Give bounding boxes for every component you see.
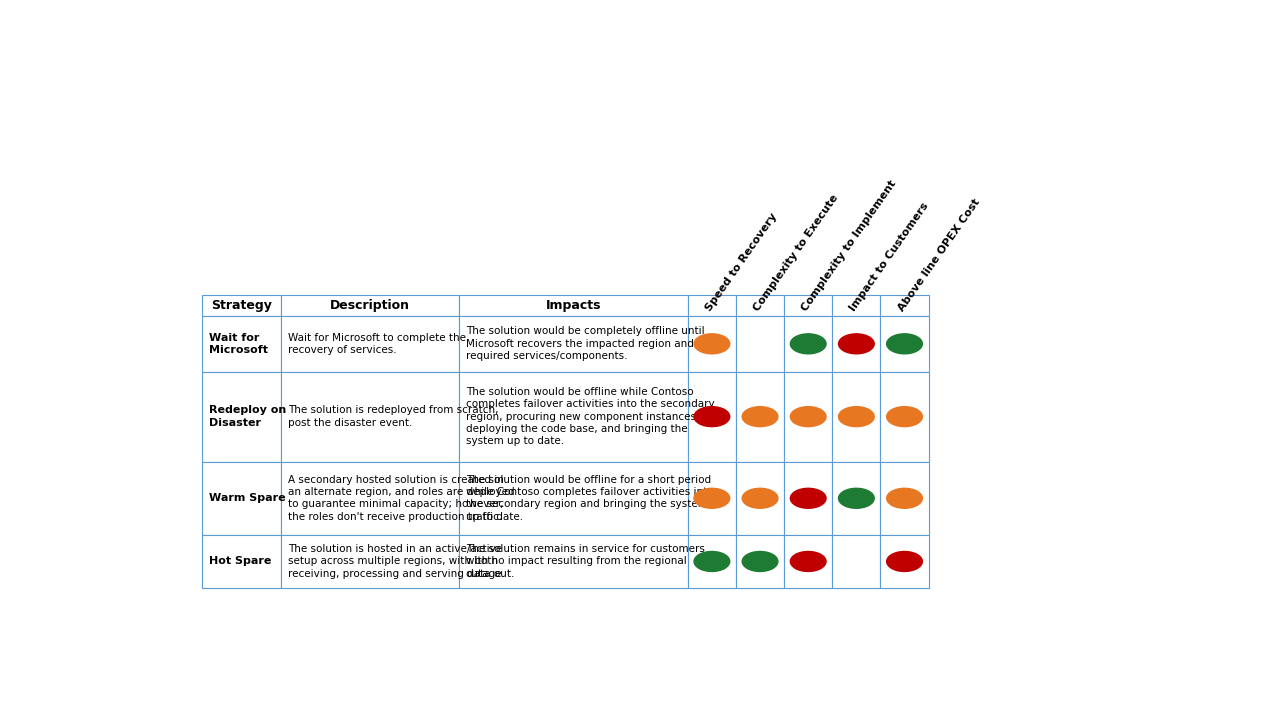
Text: The solution is hosted in an active/active
setup across multiple regions, with b: The solution is hosted in an active/acti… (288, 544, 515, 579)
Text: Speed to Recovery: Speed to Recovery (704, 212, 780, 313)
Bar (736, 294, 785, 316)
Bar (458, 372, 687, 462)
Circle shape (838, 334, 874, 354)
Bar (202, 462, 280, 535)
Circle shape (790, 407, 826, 427)
Circle shape (838, 488, 874, 508)
Bar (687, 535, 736, 588)
Bar (736, 462, 785, 535)
Bar (881, 462, 928, 535)
Circle shape (838, 407, 874, 427)
Bar (785, 372, 832, 462)
Text: Impacts: Impacts (545, 299, 602, 312)
Text: The solution would be offline for a short period
while Contoso completes failove: The solution would be offline for a shor… (466, 474, 713, 522)
Bar (687, 462, 736, 535)
Text: The solution remains in service for customers
with no impact resulting from the : The solution remains in service for cust… (466, 544, 704, 579)
Bar (687, 316, 736, 372)
Text: The solution is redeployed from scratch,
post the disaster event.: The solution is redeployed from scratch,… (288, 405, 498, 428)
Circle shape (742, 334, 778, 354)
Circle shape (694, 407, 730, 427)
Text: The solution would be completely offline until
Microsoft recovers the impacted r: The solution would be completely offline… (466, 326, 709, 361)
Text: Impact to Customers: Impact to Customers (849, 201, 931, 313)
Circle shape (887, 407, 923, 427)
Bar (736, 316, 785, 372)
Bar (785, 294, 832, 316)
Bar (202, 294, 280, 316)
Bar (881, 316, 928, 372)
Text: A secondary hosted solution is created in
an alternate region, and roles are dep: A secondary hosted solution is created i… (288, 474, 515, 522)
Bar (687, 294, 736, 316)
Text: The solution would be offline while Contoso
completes failover activities into t: The solution would be offline while Cont… (466, 387, 714, 446)
Circle shape (694, 488, 730, 508)
Bar (202, 535, 280, 588)
Circle shape (838, 552, 874, 572)
Bar (458, 316, 687, 372)
Bar (280, 294, 458, 316)
Bar (280, 535, 458, 588)
Bar (832, 462, 881, 535)
Text: Hot Spare: Hot Spare (209, 557, 271, 567)
Text: Redeploy on
Disaster: Redeploy on Disaster (209, 405, 285, 428)
Text: Above line OPEX Cost: Above line OPEX Cost (896, 197, 982, 313)
Bar (881, 535, 928, 588)
Bar (881, 372, 928, 462)
Circle shape (790, 334, 826, 354)
Bar (687, 372, 736, 462)
Bar (832, 316, 881, 372)
Bar (736, 535, 785, 588)
Circle shape (742, 552, 778, 572)
Circle shape (790, 552, 826, 572)
Text: Complexity to Execute: Complexity to Execute (751, 193, 840, 313)
Bar (736, 372, 785, 462)
Bar (458, 294, 687, 316)
Circle shape (694, 334, 730, 354)
Bar (202, 372, 280, 462)
Bar (832, 535, 881, 588)
Bar (785, 462, 832, 535)
Circle shape (887, 552, 923, 572)
Text: Warm Spare: Warm Spare (209, 493, 285, 503)
Bar (785, 316, 832, 372)
Bar (881, 294, 928, 316)
Text: Description: Description (330, 299, 410, 312)
Circle shape (742, 488, 778, 508)
Text: Wait for
Microsoft: Wait for Microsoft (209, 333, 268, 355)
Circle shape (694, 552, 730, 572)
Bar (458, 535, 687, 588)
Bar (280, 462, 458, 535)
Circle shape (742, 407, 778, 427)
Circle shape (887, 488, 923, 508)
Bar (458, 462, 687, 535)
Bar (280, 372, 458, 462)
Circle shape (790, 488, 826, 508)
Bar (832, 372, 881, 462)
Text: Wait for Microsoft to complete the
recovery of services.: Wait for Microsoft to complete the recov… (288, 333, 466, 355)
Text: Strategy: Strategy (211, 299, 271, 312)
Circle shape (887, 334, 923, 354)
Bar (832, 294, 881, 316)
Bar (280, 316, 458, 372)
Bar (202, 316, 280, 372)
Bar (785, 535, 832, 588)
Text: Complexity to Implement: Complexity to Implement (800, 179, 899, 313)
